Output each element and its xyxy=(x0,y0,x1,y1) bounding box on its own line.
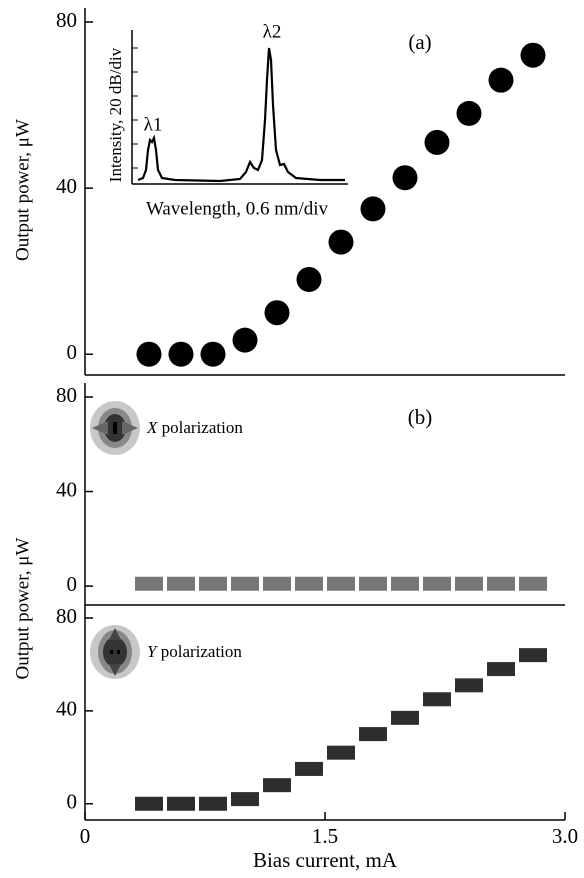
point xyxy=(359,577,387,591)
point xyxy=(489,68,514,93)
x-tick-label: 0 xyxy=(80,824,91,848)
point xyxy=(137,342,162,367)
point xyxy=(487,662,515,676)
point xyxy=(329,230,354,255)
point xyxy=(423,577,451,591)
point xyxy=(423,692,451,706)
point xyxy=(455,678,483,692)
y-tick-label: 40 xyxy=(56,174,77,198)
point xyxy=(231,792,259,806)
x-tick-label: 1.5 xyxy=(312,824,338,848)
point xyxy=(263,778,291,792)
point xyxy=(201,342,226,367)
chart: λ2 λ1 Intensity, 20 dB/div Wavelength, 0… xyxy=(0,0,584,878)
point xyxy=(233,328,258,353)
point xyxy=(169,342,194,367)
y-icon xyxy=(90,625,140,679)
point xyxy=(295,577,323,591)
point xyxy=(135,797,163,811)
panel-label: (a) xyxy=(408,30,431,54)
point xyxy=(487,577,515,591)
point xyxy=(455,577,483,591)
panel-label: (b) xyxy=(408,405,433,429)
point xyxy=(425,130,450,155)
point xyxy=(199,797,227,811)
point xyxy=(327,577,355,591)
spectrum xyxy=(138,48,345,181)
inset: λ2 λ1 Intensity, 20 dB/div Wavelength, 0… xyxy=(106,21,348,219)
x-icon xyxy=(90,401,140,455)
point xyxy=(519,648,547,662)
point xyxy=(359,727,387,741)
y-tick-label: 0 xyxy=(67,790,78,814)
point xyxy=(391,711,419,725)
peak-label: λ1 xyxy=(144,114,163,135)
point xyxy=(135,577,163,591)
point xyxy=(297,267,322,292)
y-tick-label: 80 xyxy=(56,383,77,407)
figure: λ2 λ1 Intensity, 20 dB/div Wavelength, 0… xyxy=(0,0,584,878)
point xyxy=(231,577,259,591)
point xyxy=(519,577,547,591)
point xyxy=(263,577,291,591)
y-tick-label: 0 xyxy=(67,572,78,596)
y-tick-label: 80 xyxy=(56,604,77,628)
x-tick-label: 3.0 xyxy=(552,824,578,848)
point xyxy=(391,577,419,591)
point xyxy=(167,797,195,811)
point xyxy=(393,165,418,190)
annotation: Y polarization xyxy=(147,642,242,662)
inset-x-label: Wavelength, 0.6 nm/div xyxy=(146,198,329,219)
y-tick-label: 40 xyxy=(56,697,77,721)
y-tick-label: 40 xyxy=(56,477,77,501)
x-axis-label: Bias current, mA xyxy=(253,848,398,872)
annotation: X polarization xyxy=(147,418,243,438)
peak-label: λ2 xyxy=(263,21,282,42)
point xyxy=(199,577,227,591)
point xyxy=(295,762,323,776)
point xyxy=(457,101,482,126)
y-axis-label: Output power, μW xyxy=(12,119,33,261)
point xyxy=(327,746,355,760)
y-tick-label: 0 xyxy=(67,340,78,364)
point xyxy=(265,300,290,325)
point xyxy=(361,196,386,221)
inset-y-label: Intensity, 20 dB/div xyxy=(106,47,125,182)
y-axis-label: Output power, μW xyxy=(12,538,33,680)
y-tick-label: 80 xyxy=(56,8,77,32)
point xyxy=(167,577,195,591)
point xyxy=(521,43,546,68)
inset-ticks xyxy=(132,48,138,168)
